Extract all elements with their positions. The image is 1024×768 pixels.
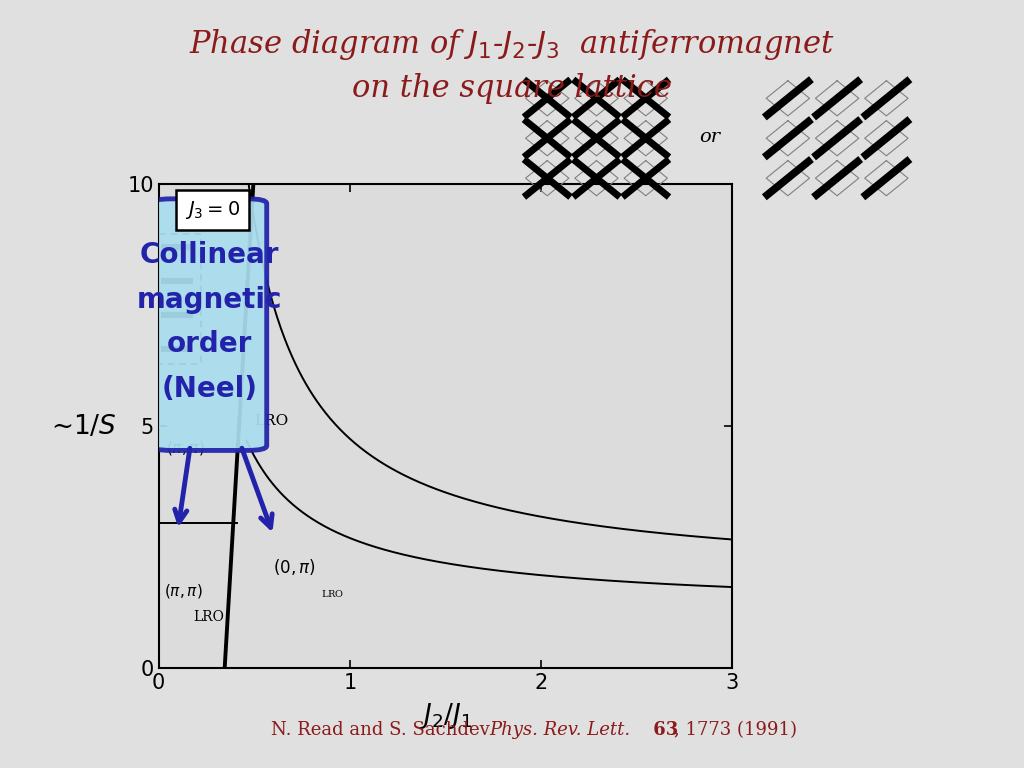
Text: on the square lattice: on the square lattice [352, 73, 672, 104]
X-axis label: $J_2 / J_1$: $J_2 / J_1$ [419, 701, 472, 731]
Text: $(\pi,\pi)$: $(\pi,\pi)$ [165, 581, 203, 600]
Text: LRO: LRO [194, 611, 224, 624]
Text: LRO: LRO [254, 415, 289, 429]
Text: , 1773 (1991): , 1773 (1991) [674, 721, 797, 739]
FancyBboxPatch shape [152, 199, 266, 450]
Text: $J_3 = 0$: $J_3 = 0$ [184, 199, 240, 221]
Text: ~$\mathit{1/S}$: ~$\mathit{1/S}$ [51, 413, 117, 439]
Text: $(\pi,\pi)$: $(\pi,\pi)$ [166, 439, 205, 457]
Text: or: or [699, 127, 720, 146]
Text: Collinear
magnetic
order
(Neel): Collinear magnetic order (Neel) [136, 241, 283, 403]
Text: Phase diagram of $J_1$-$J_2$-$J_3$  antiferromagnet: Phase diagram of $J_1$-$J_2$-$J_3$ antif… [189, 27, 835, 62]
Text: Phys. Rev. Lett.: Phys. Rev. Lett. [489, 721, 631, 739]
Text: 63: 63 [647, 721, 679, 739]
Text: $_{\mathregular{LRO}}$: $_{\mathregular{LRO}}$ [322, 586, 344, 600]
Text: N. Read and S. Sachdev: N. Read and S. Sachdev [271, 721, 502, 739]
Text: $(0,\pi)$: $(0,\pi)$ [273, 557, 316, 577]
